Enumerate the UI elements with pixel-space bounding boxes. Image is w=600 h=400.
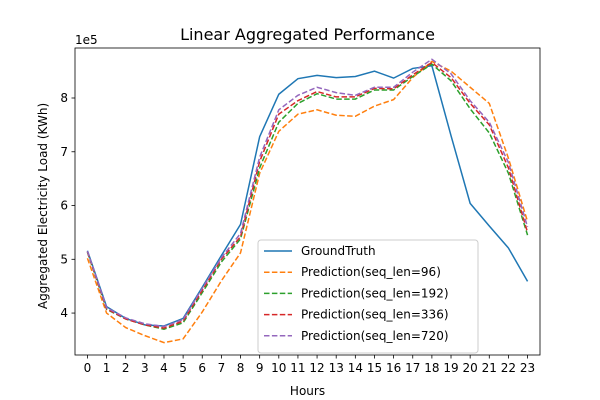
- x-tick-label: 20: [463, 361, 478, 375]
- y-tick-label: 4: [60, 306, 68, 320]
- x-tick-label: 12: [309, 361, 324, 375]
- legend-label-1: Prediction(seq_len=96): [301, 265, 441, 279]
- x-tick-label: 13: [329, 361, 344, 375]
- x-tick-label: 2: [122, 361, 130, 375]
- legend-label-4: Prediction(seq_len=720): [301, 329, 449, 343]
- x-tick-label: 8: [237, 361, 245, 375]
- y-offset-label: 1e5: [75, 33, 98, 47]
- y-tick-label: 6: [60, 199, 68, 213]
- x-tick-label: 4: [160, 361, 168, 375]
- x-tick-label: 9: [256, 361, 264, 375]
- legend-label-3: Prediction(seq_len=336): [301, 308, 449, 322]
- legend-label-0: GroundTruth: [301, 244, 376, 258]
- x-tick-label: 3: [141, 361, 149, 375]
- x-tick-label: 21: [482, 361, 497, 375]
- x-tick-label: 1: [103, 361, 111, 375]
- legend: GroundTruth Prediction(seq_len=96) Predict…: [257, 239, 479, 354]
- x-axis-label: Hours: [290, 384, 325, 398]
- x-tick-label: 17: [405, 361, 420, 375]
- legend-label-2: Prediction(seq_len=192): [301, 286, 449, 300]
- y-axis-label: Aggregated Electricity Load (KWh): [36, 103, 50, 309]
- x-tick-label: 16: [386, 361, 401, 375]
- series-line-1: [86, 60, 529, 344]
- series-line-2: [86, 63, 529, 330]
- plot-area: 0 1 2 3 4 5 6 7 8 9 10 11 12 13 14 15 16 17 18 19 20 21 22 2345…: [60, 47, 541, 375]
- axes-frame: [74, 47, 541, 356]
- chart-title: Linear Aggregated Performance: [180, 25, 435, 44]
- x-tick-label: 22: [501, 361, 516, 375]
- x-tick-label: 18: [424, 361, 439, 375]
- x-tick-label: 5: [179, 361, 187, 375]
- y-tick-label: 8: [60, 91, 68, 105]
- x-tick-label: 14: [348, 361, 363, 375]
- y-tick-label: 7: [60, 145, 68, 159]
- series-line-0: [86, 64, 529, 327]
- y-tick-label: 5: [60, 252, 68, 266]
- legend-box: [257, 239, 479, 354]
- series-line-3: [86, 61, 529, 329]
- x-tick-label: 19: [443, 361, 458, 375]
- x-tick-label: 6: [198, 361, 206, 375]
- x-tick-label: 15: [367, 361, 382, 375]
- x-tick-label: 10: [271, 361, 286, 375]
- x-tick-label: 7: [218, 361, 226, 375]
- x-tick-label: 11: [290, 361, 305, 375]
- x-tick-label: 23: [520, 361, 535, 375]
- x-tick-label: 0: [84, 361, 92, 375]
